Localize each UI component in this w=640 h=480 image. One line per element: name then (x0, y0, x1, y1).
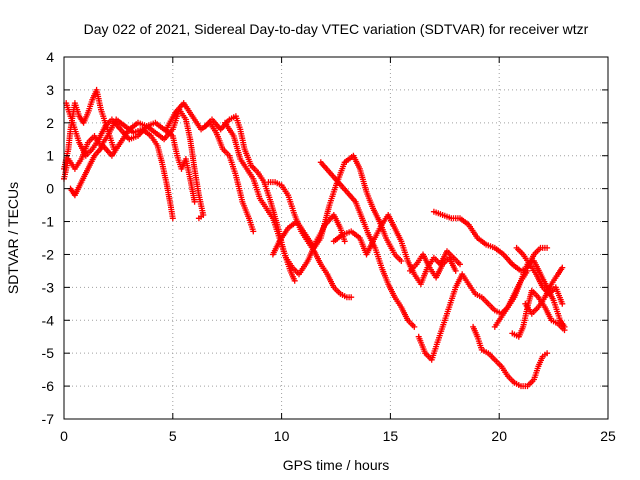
x-tick-label: 10 (274, 428, 290, 444)
y-tick-label: 2 (46, 115, 54, 131)
series-track-19 (522, 264, 566, 317)
x-tick-label: 25 (600, 428, 616, 444)
series-track-15 (470, 323, 551, 390)
series-track-17 (509, 287, 568, 340)
data-point (457, 261, 463, 268)
y-axis-label: SDTVAR / TECUs (5, 182, 21, 294)
series-track-4 (67, 119, 198, 205)
data-point (544, 244, 551, 251)
axis-ticks (63, 56, 609, 420)
x-tick-label: 0 (60, 428, 68, 444)
data-point (250, 228, 257, 235)
y-tick-label: -6 (42, 378, 55, 394)
data-point (169, 215, 176, 222)
x-tick-label: 20 (491, 428, 507, 444)
x-tick-label: 5 (169, 428, 177, 444)
y-tick-label: -2 (42, 246, 55, 262)
data-point (341, 238, 348, 245)
data-point (291, 277, 298, 284)
y-tick-label: -3 (42, 279, 55, 295)
data-point (348, 294, 355, 301)
y-tick-label: -5 (42, 345, 55, 361)
y-tick-label: 4 (46, 49, 54, 65)
y-tick-label: -4 (42, 312, 55, 328)
y-tick-label: -1 (42, 214, 55, 230)
data-point (559, 264, 566, 271)
tick-labels: 0 5 10 15 20 25 -7 -6 -5 -4 -3 -2 -1 0 1 2 3 4 (42, 49, 616, 444)
series-track-12 (407, 251, 459, 281)
data-point (452, 267, 459, 274)
x-tick-label: 15 (383, 428, 399, 444)
series-track-1 (61, 86, 117, 172)
series-track-10 (317, 159, 418, 330)
x-axis-label: GPS time / hours (283, 457, 390, 473)
series-track-13 (415, 267, 531, 363)
chart-title: Day 022 of 2021, Sidereal Day-to-day VTE… (84, 21, 589, 37)
data-point (191, 198, 198, 205)
data-point (559, 300, 566, 307)
y-tick-label: 1 (46, 148, 54, 164)
series-track-14 (430, 208, 551, 274)
data-point (411, 323, 418, 330)
series-track-3 (61, 116, 176, 222)
data-point (561, 327, 568, 334)
y-tick-label: 3 (46, 82, 54, 98)
y-tick-label: -7 (42, 411, 55, 427)
data-series (61, 86, 568, 390)
y-tick-label: 0 (46, 181, 54, 197)
series-track-11 (330, 212, 463, 288)
data-point (195, 215, 202, 222)
data-point (398, 258, 405, 264)
plot-frame (63, 56, 609, 420)
data-point (544, 350, 551, 357)
